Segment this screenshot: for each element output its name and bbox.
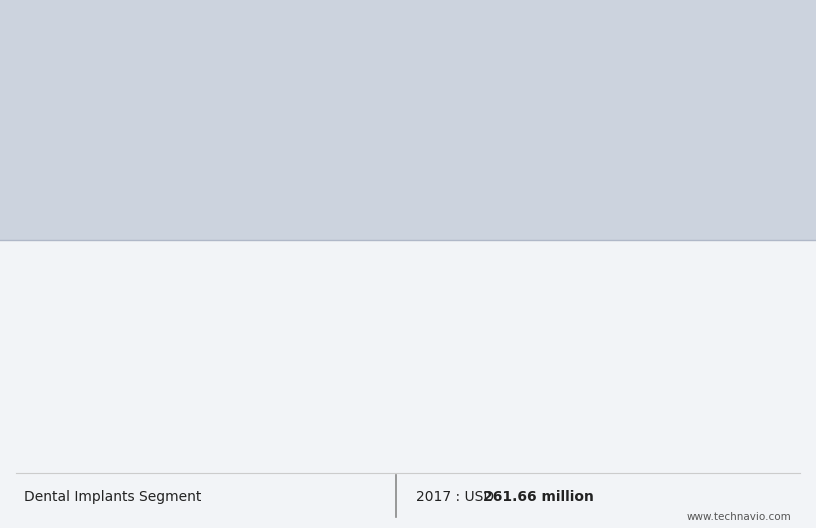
Bar <box>596 337 641 457</box>
FancyBboxPatch shape <box>547 62 570 87</box>
Text: Dental Implants: Dental Implants <box>584 11 679 23</box>
Bar <box>265 376 310 457</box>
Text: Orthodontic: Orthodontic <box>584 135 654 148</box>
Bar <box>663 337 708 457</box>
Text: 261.66 million: 261.66 million <box>483 491 594 504</box>
Text: www.technavio.com: www.technavio.com <box>687 512 792 522</box>
Text: Dental Surgeries: Dental Surgeries <box>584 193 683 206</box>
FancyBboxPatch shape <box>547 187 570 211</box>
Bar <box>397 337 443 457</box>
Bar <box>132 378 178 457</box>
FancyBboxPatch shape <box>547 130 570 154</box>
Bar <box>331 369 376 457</box>
FancyBboxPatch shape <box>547 5 570 29</box>
Wedge shape <box>330 148 396 202</box>
Text: Dental Implants Segment: Dental Implants Segment <box>24 491 202 504</box>
Wedge shape <box>396 39 477 186</box>
Wedge shape <box>314 39 396 168</box>
Bar <box>530 337 575 457</box>
Bar <box>199 373 244 457</box>
Bar <box>730 337 774 457</box>
Text: Tomography Market: Tomography Market <box>20 82 222 100</box>
Bar <box>464 337 509 457</box>
Text: Share by Application (USD million): Share by Application (USD million) <box>20 149 236 162</box>
Text: Dental Cone Beam Computed: Dental Cone Beam Computed <box>20 17 317 35</box>
Wedge shape <box>396 158 444 202</box>
Text: 2017 : USD: 2017 : USD <box>416 491 499 504</box>
Text: Endodontic And
Periodontics: Endodontic And Periodontics <box>584 61 677 89</box>
Bar <box>66 382 111 457</box>
